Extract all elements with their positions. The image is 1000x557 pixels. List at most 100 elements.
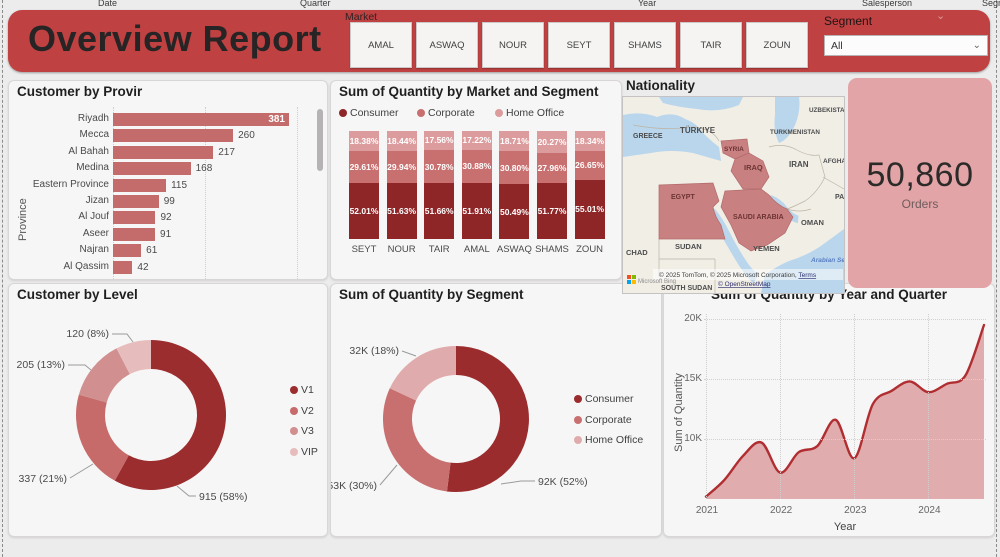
callout-line bbox=[69, 463, 94, 479]
bar[interactable] bbox=[113, 211, 156, 225]
stacked-segment-home-office[interactable]: 18.38% bbox=[349, 131, 379, 151]
segment-dropdown[interactable]: All ⌄ bbox=[824, 35, 988, 56]
y-axis-title: Province bbox=[17, 198, 29, 241]
donut-callout-label: 120 (8%) bbox=[66, 328, 109, 340]
donut-slice-v1[interactable] bbox=[114, 340, 227, 490]
stacked-column-tair[interactable]: 17.56% 30.78% 51.66% bbox=[424, 131, 455, 239]
clipped-text: Quarter bbox=[300, 0, 331, 8]
terms-link[interactable]: Terms bbox=[798, 272, 816, 279]
bar[interactable] bbox=[113, 195, 159, 208]
stacked-segment-home-office[interactable]: 18.34% bbox=[574, 131, 605, 151]
bar-value-label: 115 bbox=[171, 179, 188, 191]
donut-slice-consumer[interactable] bbox=[446, 346, 529, 492]
map-label: Arabian Se bbox=[810, 257, 844, 264]
donut-callout-label: 53K (30%) bbox=[331, 480, 377, 492]
donut-slice-vip[interactable] bbox=[116, 340, 151, 375]
bar[interactable] bbox=[113, 178, 167, 192]
stacked-segment-consumer[interactable]: 52.01% bbox=[349, 182, 379, 239]
clipped-text: Year bbox=[638, 0, 657, 8]
donut-slice-v2[interactable] bbox=[76, 394, 129, 481]
legend-item-v2: V2 bbox=[290, 405, 314, 417]
bar[interactable] bbox=[113, 260, 133, 274]
stacked-segment-home-office[interactable]: 17.56% bbox=[424, 131, 455, 150]
stacked-segment-corporate[interactable]: 29.94% bbox=[386, 150, 417, 184]
stacked-segment-consumer[interactable]: 51.63% bbox=[386, 183, 417, 239]
bar[interactable] bbox=[113, 227, 156, 241]
stacked-segment-home-office[interactable]: 20.27% bbox=[537, 131, 567, 153]
openstreetmap-link[interactable]: © OpenStreetMap bbox=[718, 280, 771, 288]
chart-title: Customer by Level bbox=[17, 287, 138, 302]
stacked-segment-corporate[interactable]: 30.78% bbox=[424, 149, 455, 184]
stacked-segment-consumer[interactable]: 55.01% bbox=[574, 179, 605, 239]
trend-line[interactable] bbox=[704, 323, 986, 498]
bar[interactable] bbox=[113, 113, 289, 126]
map-label: PA bbox=[835, 194, 844, 201]
map-country-saudi-arabia[interactable] bbox=[720, 188, 794, 252]
legend-dot-icon bbox=[290, 447, 298, 456]
market-button-aswaq[interactable]: ASWAQ bbox=[416, 22, 478, 68]
segment-slicer-label: Segment bbox=[824, 14, 873, 28]
y-axis-title: Sum of Quantity bbox=[673, 373, 685, 452]
gridline bbox=[113, 107, 114, 279]
legend-dot-icon bbox=[574, 415, 582, 424]
bar-category-label: Mecca bbox=[79, 129, 109, 141]
market-button-nour[interactable]: NOUR bbox=[482, 22, 544, 68]
bar[interactable] bbox=[113, 145, 214, 159]
gridline bbox=[780, 314, 782, 499]
donut-slice-corporate[interactable] bbox=[382, 388, 451, 492]
chart-title: Sum of Quantity by Market and Segment bbox=[339, 84, 599, 99]
bar-value-label: 42 bbox=[137, 261, 149, 273]
gridline bbox=[205, 107, 206, 279]
legend-label: Home Office bbox=[585, 434, 644, 446]
market-button-tair[interactable]: TAIR bbox=[680, 22, 742, 68]
legend-item-corporate: Corporate bbox=[417, 107, 475, 119]
stacked-segment-corporate[interactable]: 26.65% bbox=[574, 150, 605, 180]
stacked-segment-corporate[interactable]: 27.96% bbox=[537, 152, 567, 184]
donut-slice-v3[interactable] bbox=[78, 348, 130, 403]
column-category-label: TAIR bbox=[428, 244, 450, 255]
stacked-column-aswaq[interactable]: 18.71% 30.80% 50.49% bbox=[499, 131, 530, 239]
attribution-bg bbox=[653, 269, 843, 280]
chevron-down-icon: ⌄ bbox=[972, 40, 981, 51]
stacked-segment-home-office[interactable]: 18.71% bbox=[499, 131, 530, 152]
bar-value-label: 91 bbox=[160, 228, 172, 240]
qty-by-year-quarter-panel: Sum of Quantity by Year and Quarter 20K 1… bbox=[663, 283, 995, 537]
stacked-column-amal[interactable]: 17.22% 30.88% 51.91% bbox=[461, 131, 492, 239]
column-category-label: ZOUN bbox=[576, 244, 604, 255]
bar[interactable] bbox=[113, 244, 142, 258]
legend-label: VIP bbox=[301, 445, 318, 458]
stacked-segment-corporate[interactable]: 30.80% bbox=[499, 151, 530, 185]
map-country-iraq[interactable] bbox=[730, 152, 770, 190]
stacked-column-nour[interactable]: 18.44% 29.94% 51.63% bbox=[386, 131, 417, 239]
market-button-zoun[interactable]: ZOUN bbox=[746, 22, 808, 68]
bar[interactable] bbox=[113, 129, 234, 143]
stacked-segment-home-office[interactable]: 17.22% bbox=[461, 131, 492, 150]
stacked-segment-consumer[interactable]: 51.91% bbox=[461, 182, 492, 239]
market-button-shams[interactable]: SHAMS bbox=[614, 22, 676, 68]
stacked-segment-consumer[interactable]: 50.49% bbox=[499, 184, 530, 239]
donut-slice-home-office[interactable] bbox=[389, 346, 456, 401]
map-label: TÜRKIYE bbox=[680, 126, 716, 135]
area-fill[interactable] bbox=[706, 325, 984, 499]
market-button-seyt[interactable]: SEYT bbox=[548, 22, 610, 68]
stacked-segment-consumer[interactable]: 51.77% bbox=[537, 183, 567, 239]
stacked-segment-home-office[interactable]: 18.44% bbox=[386, 131, 417, 151]
column-category-label: SHAMS bbox=[535, 244, 569, 255]
map-country-egypt[interactable] bbox=[658, 182, 726, 240]
stacked-segment-corporate[interactable]: 30.88% bbox=[461, 149, 492, 183]
stacked-segment-consumer[interactable]: 51.66% bbox=[424, 183, 455, 239]
stacked-segment-corporate[interactable]: 29.61% bbox=[349, 150, 379, 183]
map-attribution: © 2025 TomTom, © 2025 Microsoft Corporat… bbox=[659, 271, 817, 279]
stacked-column-seyt[interactable]: 18.38% 29.61% 52.01% bbox=[349, 131, 379, 239]
bar[interactable] bbox=[113, 162, 191, 176]
kpi-label: Orders bbox=[901, 196, 939, 211]
bar-category-label: Jizan bbox=[85, 195, 109, 206]
stacked-column-zoun[interactable]: 18.34% 26.65% 55.01% bbox=[574, 131, 605, 239]
scrollbar-thumb[interactable] bbox=[317, 109, 323, 171]
chevron-down-icon[interactable]: ⌄ bbox=[936, 10, 946, 22]
stacked-column-shams[interactable]: 20.27% 27.96% 51.77% bbox=[537, 131, 567, 239]
legend-item-vip: VIP bbox=[290, 446, 318, 458]
map[interactable]: GREECE TÜRKIYE TURKMENISTAN UZBEKISTA SYRIA I… bbox=[622, 96, 845, 294]
market-button-amal[interactable]: AMAL bbox=[350, 22, 412, 68]
